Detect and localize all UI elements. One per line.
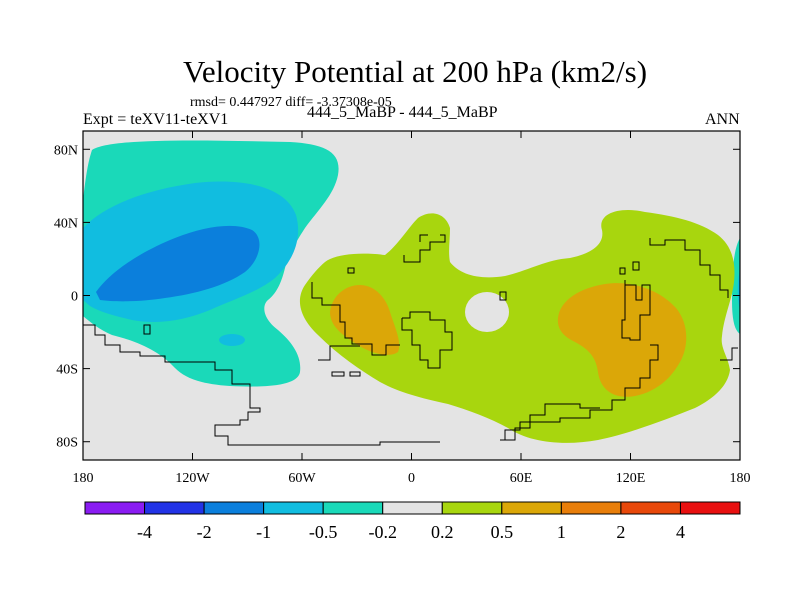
contour-hole xyxy=(465,292,509,332)
coast-island-5 xyxy=(347,267,355,274)
colorbar-swatch xyxy=(84,501,146,515)
axis-labels: 180 120W 60W 0 60E 120E 180 80N 40N 0 40S 80S xyxy=(54,143,751,486)
coast-africa-west xyxy=(318,345,360,361)
stats-label: rmsd= 0.447927 diff= -3.37308e-05 xyxy=(190,95,392,110)
colorbar-label: 0.5 xyxy=(491,522,514,542)
colorbar-swatch xyxy=(144,501,205,515)
y-tick-label: 40S xyxy=(56,363,78,378)
y-tick-label: 0 xyxy=(71,290,78,305)
x-tick-label: 60W xyxy=(288,471,316,486)
coast-island-7 xyxy=(619,267,626,275)
coast-island-1 xyxy=(143,324,151,335)
colorbar-label: -1 xyxy=(256,522,271,542)
colorbar-swatch xyxy=(501,501,562,515)
colorbar-label: -0.5 xyxy=(309,522,338,542)
contour-fill-pos-0.5-maritime xyxy=(557,283,687,397)
x-tick-label: 0 xyxy=(408,471,415,486)
colorbar-swatch xyxy=(620,501,681,515)
colorbar-swatch xyxy=(263,501,324,515)
experiment-label: Expt = teXV11-teXV1 xyxy=(83,111,229,128)
y-tick-label: 80S xyxy=(56,436,78,451)
x-tick-label: 180 xyxy=(73,471,94,486)
coast-island-3 xyxy=(349,371,361,377)
colorbar-swatch xyxy=(441,501,503,515)
x-tick-label: 60E xyxy=(510,471,533,486)
coast-island-6 xyxy=(632,261,640,271)
coast-asia xyxy=(649,238,729,298)
contour-fill-pos-0.5-atlantic xyxy=(330,285,400,355)
axis-ticks xyxy=(82,131,741,460)
colorbar-swatch xyxy=(203,501,265,515)
coast-australia xyxy=(500,344,659,441)
contour-fill-neg-0.5-small xyxy=(219,334,245,346)
season-label: ANN xyxy=(705,111,740,128)
colorbar-swatch xyxy=(560,501,622,515)
colorbar: -4 -2 -1 -0.5 -0.2 0.2 0.5 1 2 4 xyxy=(84,501,741,542)
coast-hudson xyxy=(419,234,428,242)
colorbar-label: 4 xyxy=(676,522,685,542)
coast-americas xyxy=(83,324,440,446)
coast-south-america xyxy=(311,282,400,356)
y-tick-label: 80N xyxy=(54,143,78,158)
colorbar-label: 0.2 xyxy=(431,522,454,542)
coast-maritime xyxy=(621,280,651,341)
cases-label: 444_5_MaBP - 444_5_MaBP xyxy=(307,104,498,121)
coast-island-2 xyxy=(331,371,345,377)
coast-east-pacific-islands xyxy=(720,347,738,361)
colorbar-label: 1 xyxy=(557,522,566,542)
coast-antarctic-coast xyxy=(500,403,600,441)
contour-fill-neg-edge xyxy=(732,238,740,334)
colorbar-swatch xyxy=(382,501,443,515)
coastlines xyxy=(83,234,738,446)
contour-fill-neg-1 xyxy=(96,225,260,302)
colorbar-label: 2 xyxy=(616,522,625,542)
y-tick-label: 40N xyxy=(54,216,78,231)
x-tick-label: 120E xyxy=(616,471,646,486)
colorbar-label: -0.2 xyxy=(368,522,397,542)
coast-africa xyxy=(401,311,453,369)
colorbar-label: -4 xyxy=(137,522,152,542)
colorbar-label: -2 xyxy=(197,522,212,542)
x-tick-label: 180 xyxy=(730,471,751,486)
colorbar-swatch xyxy=(322,501,384,515)
x-tick-label: 120W xyxy=(175,471,210,486)
chart-title: Velocity Potential at 200 hPa (km2/s) xyxy=(182,54,648,89)
coast-eurasia xyxy=(403,234,446,263)
coast-island-4 xyxy=(499,291,507,301)
colorbar-swatch xyxy=(679,501,741,515)
